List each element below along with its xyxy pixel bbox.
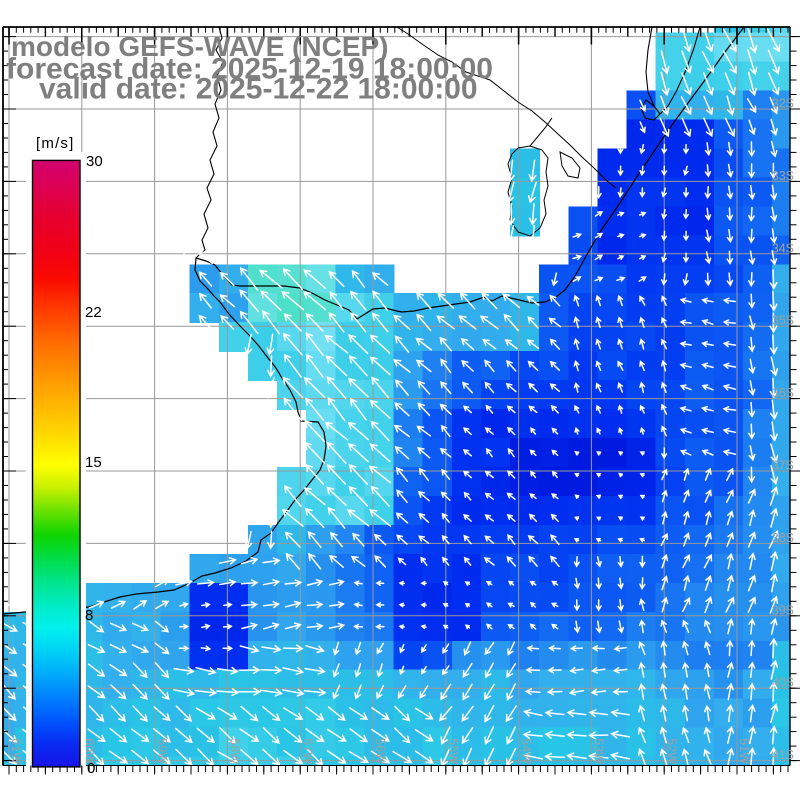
svg-text:53W: 53W (592, 738, 606, 764)
svg-text:39S: 39S (772, 603, 794, 617)
svg-text:56W: 56W (373, 738, 387, 764)
svg-text:modelo GEFS-WAVE (NCEP): modelo GEFS-WAVE (NCEP) (11, 31, 389, 62)
svg-text:valid date: 2025-12-22 18:00:0: valid date: 2025-12-22 18:00:00 (39, 73, 478, 106)
svg-text:59W: 59W (155, 738, 169, 764)
svg-text:40S: 40S (772, 676, 794, 690)
svg-text:52W: 52W (664, 738, 678, 764)
svg-text:0: 0 (87, 760, 95, 777)
svg-text:15: 15 (85, 454, 102, 471)
svg-text:8: 8 (85, 607, 93, 624)
svg-text:51W: 51W (737, 738, 751, 764)
svg-text:33S: 33S (772, 169, 794, 183)
svg-text:34S: 34S (772, 241, 794, 255)
svg-text:22: 22 (85, 304, 102, 321)
svg-text:36S: 36S (772, 386, 794, 400)
svg-text:35S: 35S (772, 314, 794, 328)
svg-text:37S: 37S (772, 459, 794, 473)
svg-text:41S: 41S (772, 748, 794, 762)
svg-text:38S: 38S (772, 531, 794, 545)
svg-text:54W: 54W (519, 738, 533, 764)
svg-text:61W: 61W (9, 738, 23, 764)
svg-text:57W: 57W (300, 738, 314, 764)
svg-text:30: 30 (86, 153, 103, 170)
svg-text:[m/s]: [m/s] (36, 135, 75, 152)
svg-text:55W: 55W (446, 738, 460, 764)
svg-text:32S: 32S (772, 97, 794, 111)
svg-text:forecast date: 2025-12-19 18:0: forecast date: 2025-12-19 18:00:00 (6, 52, 493, 85)
svg-text:58W: 58W (228, 738, 242, 764)
